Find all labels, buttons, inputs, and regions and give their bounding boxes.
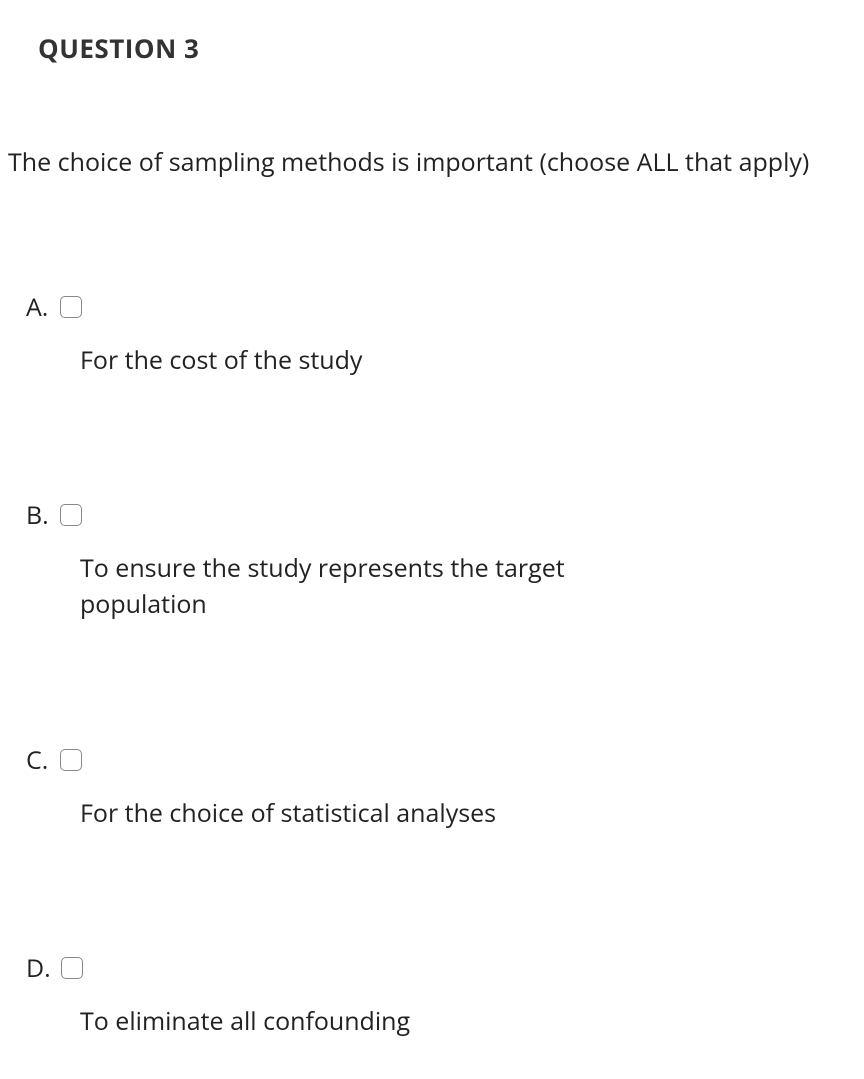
option-text-b: To ensure the study represents the targe… bbox=[80, 550, 640, 623]
option-header: A. bbox=[26, 290, 856, 324]
option-row-a: A. For the cost of the study bbox=[26, 290, 856, 378]
option-text-d: To eliminate all confounding bbox=[80, 1003, 640, 1039]
options-container: A. For the cost of the study B. To ensur… bbox=[8, 290, 856, 1039]
option-header: D. bbox=[26, 951, 856, 985]
question-title: QUESTION 3 bbox=[38, 30, 856, 66]
option-letter-a: A. bbox=[26, 290, 50, 324]
option-text-a: For the cost of the study bbox=[80, 342, 640, 378]
option-row-d: D. To eliminate all confounding bbox=[26, 951, 856, 1039]
option-text-c: For the choice of statistical analyses bbox=[80, 795, 640, 831]
option-letter-d: D. bbox=[26, 951, 51, 985]
option-row-b: B. To ensure the study represents the ta… bbox=[26, 498, 856, 623]
option-checkbox-b[interactable] bbox=[60, 504, 82, 526]
option-header: C. bbox=[26, 743, 856, 777]
option-header: B. bbox=[26, 498, 856, 532]
option-checkbox-c[interactable] bbox=[60, 749, 82, 771]
option-letter-b: B. bbox=[26, 498, 50, 532]
option-checkbox-d[interactable] bbox=[61, 957, 83, 979]
option-checkbox-a[interactable] bbox=[60, 296, 82, 318]
option-row-c: C. For the choice of statistical analyse… bbox=[26, 743, 856, 831]
option-letter-c: C. bbox=[26, 743, 50, 777]
question-prompt: The choice of sampling methods is import… bbox=[8, 146, 856, 180]
